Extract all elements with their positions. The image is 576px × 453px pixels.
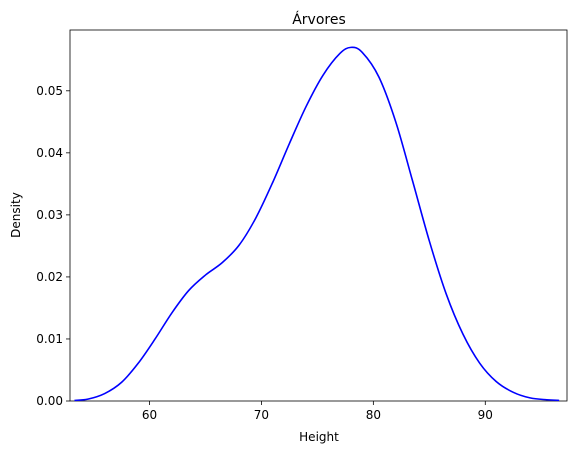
x-axis-ticks: 60 70 80 90	[142, 401, 493, 422]
x-tick-label: 60	[142, 408, 157, 422]
x-tick-label: 80	[366, 408, 381, 422]
plot-area	[69, 29, 568, 402]
chart-title: Árvores	[292, 11, 346, 28]
y-tick-label: 0.02	[36, 270, 63, 284]
y-axis-ticks: 0.00 0.01 0.02 0.03 0.04 0.05	[36, 84, 70, 408]
y-tick-label: 0.04	[36, 146, 63, 160]
y-tick-label: 0.05	[36, 84, 63, 98]
y-axis-label: Density	[9, 192, 23, 238]
x-tick-label: 70	[254, 408, 269, 422]
x-tick-label: 90	[478, 408, 493, 422]
x-axis-label: Height	[299, 430, 339, 444]
y-tick-label: 0.01	[36, 332, 63, 346]
density-curve	[74, 46, 560, 402]
y-tick-label: 0.03	[36, 208, 63, 222]
y-tick-label: 0.00	[36, 394, 63, 408]
